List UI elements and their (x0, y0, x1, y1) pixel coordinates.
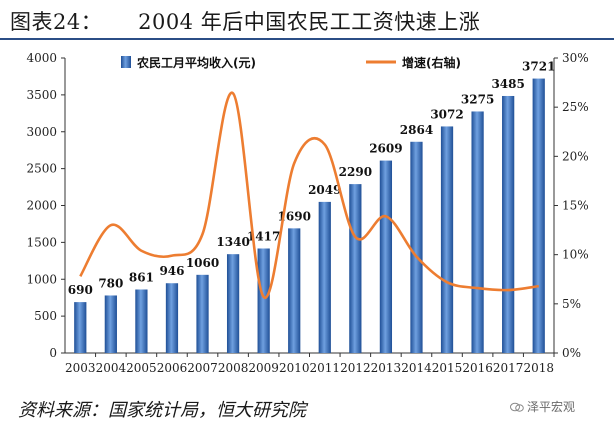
bar (532, 78, 545, 354)
x-axis-tick-label: 2015 (432, 361, 463, 375)
watermark: 泽平宏观 (510, 398, 575, 415)
bar-data-label: 2609 (369, 142, 402, 156)
left-axis-tick-label: 0 (49, 346, 57, 360)
bar (349, 184, 362, 353)
x-axis-tick-label: 2018 (523, 361, 554, 375)
x-axis-tick-label: 2012 (340, 361, 371, 375)
bar-data-label: 690 (68, 283, 93, 297)
bar (471, 111, 484, 353)
bar (410, 141, 423, 353)
right-axis-tick-label: 20% (562, 149, 589, 163)
bar (226, 254, 240, 353)
legend-line-label: 增速(右轴) (402, 55, 461, 70)
wechat-icon (510, 402, 524, 412)
bar-data-label: 780 (98, 276, 123, 290)
bar-data-label: 946 (159, 264, 184, 278)
right-axis-tick-label: 15% (562, 199, 589, 213)
growth-rate-line (79, 91, 539, 299)
bar-data-label: 1340 (216, 235, 249, 249)
bar (379, 160, 393, 353)
left-axis-tick-label: 2000 (26, 199, 57, 213)
right-axis-tick-label: 25% (562, 100, 589, 114)
bar (318, 201, 331, 353)
bar (104, 295, 117, 353)
bar (288, 228, 301, 353)
x-axis-tick-label: 2017 (493, 361, 524, 375)
bar (135, 289, 148, 353)
title-divider (0, 38, 614, 40)
title-bar: 图表24： 2004 年后中国农民工工资快速上涨 (0, 0, 614, 40)
source-note: 资料来源：国家统计局，恒大研究院 (18, 400, 306, 421)
bar-data-label: 861 (129, 271, 154, 285)
bar-data-label: 2864 (400, 123, 433, 137)
x-axis-tick-label: 2011 (310, 361, 341, 375)
left-axis-tick-label: 3000 (26, 125, 57, 139)
x-axis-tick-label: 2005 (126, 361, 157, 375)
x-axis-tick-label: 2006 (157, 361, 188, 375)
x-axis-tick-label: 2010 (279, 361, 310, 375)
bar (440, 126, 454, 353)
left-axis-tick-label: 2500 (26, 162, 57, 176)
x-axis-tick-label: 2008 (218, 361, 249, 375)
x-axis-tick-label: 2009 (248, 361, 279, 375)
legend-bar-swatch (121, 56, 131, 68)
x-axis-tick-label: 2014 (401, 361, 432, 375)
left-axis-tick-label: 1500 (26, 235, 57, 249)
bar-data-label: 3721 (522, 60, 555, 74)
x-axis-tick-label: 2004 (96, 361, 127, 375)
bar-data-label: 3275 (461, 92, 494, 106)
bar (165, 283, 179, 353)
bar (74, 302, 87, 353)
x-axis-tick-label: 2007 (187, 361, 218, 375)
x-axis-tick-label: 2003 (65, 361, 96, 375)
watermark-label: 泽平宏观 (527, 400, 576, 414)
chart-title: 图表24： 2004 年后中国农民工工资快速上涨 (10, 10, 481, 34)
bar-data-label: 1417 (247, 229, 280, 243)
bar-data-label: 3072 (430, 107, 463, 121)
bar (502, 95, 515, 353)
bar (257, 248, 270, 353)
x-axis-tick-label: 2013 (371, 361, 402, 375)
bar (196, 274, 209, 353)
left-axis-tick-label: 3500 (26, 88, 57, 102)
bar-data-label: 1690 (278, 209, 311, 223)
right-axis-tick-label: 0% (562, 346, 581, 360)
legend-bar-label: 农民工月平均收入(元) (136, 55, 256, 70)
left-axis-tick-label: 1000 (26, 272, 57, 286)
right-axis-tick-label: 10% (562, 248, 589, 262)
left-axis-tick-label: 4000 (26, 51, 57, 65)
bar-data-label: 1060 (186, 256, 219, 270)
bar-data-label: 2290 (339, 165, 372, 179)
x-axis-tick-label: 2016 (462, 361, 493, 375)
bar-data-label: 2049 (308, 183, 341, 197)
right-axis-tick-label: 5% (562, 297, 581, 311)
left-axis-tick-label: 500 (34, 309, 57, 323)
right-axis-tick-label: 30% (562, 51, 589, 65)
bar-data-label: 3485 (491, 77, 524, 91)
chart-area: 0 500 1000 1500 2000 2500 3000 3500 4000 0% 5% 10% 1… (26, 51, 589, 375)
